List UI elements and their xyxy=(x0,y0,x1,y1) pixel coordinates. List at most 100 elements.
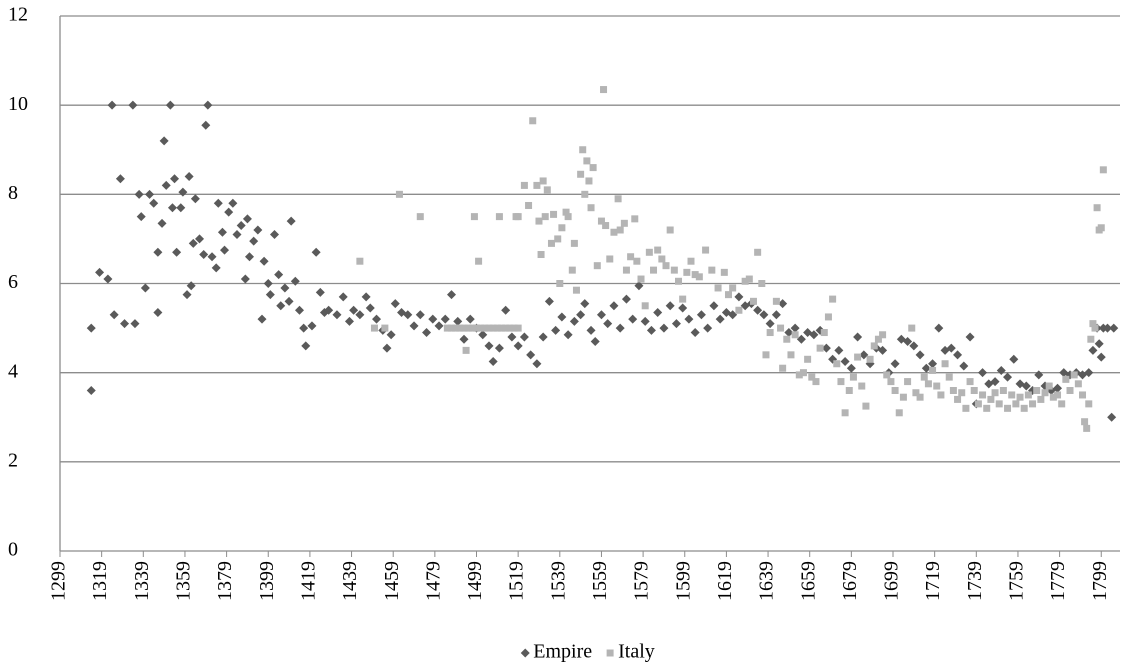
point xyxy=(841,409,849,417)
point xyxy=(1041,389,1049,397)
point xyxy=(904,378,912,386)
point xyxy=(1091,324,1099,332)
point xyxy=(675,277,683,285)
point xyxy=(440,314,450,324)
point xyxy=(145,189,155,199)
point xyxy=(1079,391,1087,399)
x-tick-label: 1779 xyxy=(1047,561,1069,601)
point xyxy=(493,324,501,332)
point xyxy=(945,373,953,381)
point xyxy=(1020,404,1028,412)
point xyxy=(858,382,866,390)
point xyxy=(603,319,613,329)
point xyxy=(859,350,869,360)
point xyxy=(513,341,523,351)
point xyxy=(696,310,706,320)
point xyxy=(597,217,605,225)
point xyxy=(653,307,663,317)
point xyxy=(715,314,725,324)
point xyxy=(213,198,223,208)
point xyxy=(211,263,221,273)
point xyxy=(849,373,857,381)
x-tick-label: 1499 xyxy=(464,561,486,601)
point xyxy=(390,299,400,309)
point xyxy=(866,355,874,363)
point xyxy=(895,409,903,417)
point xyxy=(845,387,853,394)
point xyxy=(541,213,549,221)
point xyxy=(1008,391,1016,399)
x-tick-label: 1439 xyxy=(339,561,361,601)
point xyxy=(749,297,757,305)
point xyxy=(324,305,334,315)
point xyxy=(946,343,956,353)
legend-marker xyxy=(520,648,530,658)
point xyxy=(990,377,1000,387)
point xyxy=(958,389,966,397)
point xyxy=(370,324,378,332)
point xyxy=(724,291,732,299)
point xyxy=(338,292,348,302)
point xyxy=(795,371,803,379)
point xyxy=(695,273,703,281)
point xyxy=(507,332,517,342)
point xyxy=(170,174,180,184)
point xyxy=(1089,320,1097,328)
point xyxy=(495,213,503,221)
point xyxy=(554,235,562,243)
point xyxy=(916,393,924,401)
point xyxy=(355,310,365,320)
point xyxy=(1084,368,1094,378)
y-tick-label: 4 xyxy=(8,360,18,382)
point xyxy=(382,343,392,353)
y-tick-label: 12 xyxy=(8,4,28,26)
point xyxy=(887,378,895,386)
point xyxy=(190,194,200,204)
point xyxy=(361,292,371,302)
point xyxy=(269,229,279,239)
point xyxy=(996,365,1006,375)
point xyxy=(161,180,171,190)
point xyxy=(883,371,891,379)
point xyxy=(153,307,163,317)
point xyxy=(115,174,125,184)
point xyxy=(1037,395,1045,403)
point xyxy=(899,393,907,401)
point xyxy=(645,248,653,256)
legend-marker xyxy=(606,649,614,657)
point xyxy=(220,245,230,255)
point xyxy=(912,389,920,397)
point xyxy=(167,203,177,213)
point xyxy=(837,378,845,386)
point xyxy=(962,404,970,412)
point xyxy=(577,170,585,178)
x-tick-label: 1419 xyxy=(297,561,319,601)
point xyxy=(1049,393,1057,401)
point xyxy=(758,280,766,287)
point xyxy=(816,344,824,352)
point xyxy=(1012,400,1020,408)
point xyxy=(1033,387,1041,394)
point xyxy=(879,331,887,339)
point xyxy=(934,323,944,333)
point xyxy=(301,341,311,351)
point xyxy=(224,207,234,217)
point xyxy=(628,314,638,324)
point xyxy=(242,214,252,224)
point xyxy=(519,332,529,342)
point xyxy=(615,323,625,333)
point xyxy=(299,323,309,333)
point xyxy=(473,324,481,332)
point xyxy=(201,120,211,130)
point xyxy=(753,305,763,315)
point xyxy=(824,313,832,321)
point xyxy=(870,342,878,350)
legend: Empire Italy xyxy=(520,641,655,663)
point xyxy=(120,319,130,329)
point xyxy=(665,301,675,311)
point xyxy=(728,310,738,320)
point xyxy=(526,350,536,360)
point xyxy=(834,345,844,355)
point xyxy=(557,312,567,322)
point xyxy=(650,266,658,274)
